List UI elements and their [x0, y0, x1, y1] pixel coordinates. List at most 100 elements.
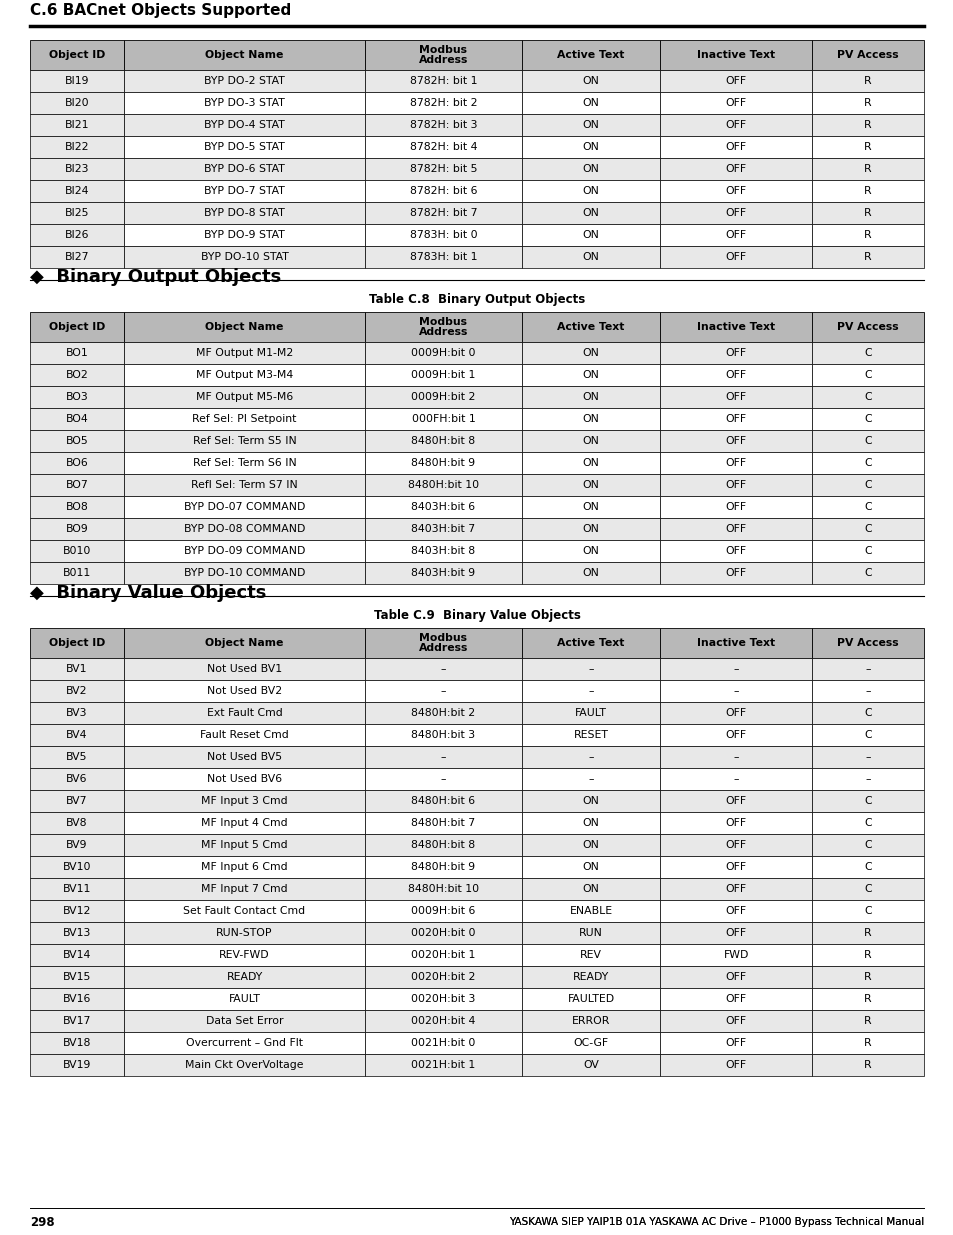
Text: C: C	[863, 568, 871, 578]
Text: Main Ckt OverVoltage: Main Ckt OverVoltage	[185, 1060, 303, 1070]
Text: READY: READY	[226, 972, 262, 982]
Bar	[811, 540, 923, 562]
Bar	[124, 1053, 365, 1076]
Bar	[811, 496, 923, 517]
Bar	[30, 342, 124, 364]
Text: BO2: BO2	[66, 370, 89, 380]
Bar	[124, 629, 365, 658]
Text: Address: Address	[418, 643, 468, 653]
Bar	[811, 70, 923, 91]
Text: 8480H:bit 2: 8480H:bit 2	[411, 708, 475, 718]
Text: Modbus: Modbus	[419, 317, 467, 327]
Text: R: R	[863, 994, 871, 1004]
Bar	[811, 701, 923, 724]
Text: PV Access: PV Access	[837, 638, 898, 648]
Text: R: R	[863, 164, 871, 174]
Text: 8480H:bit 8: 8480H:bit 8	[411, 436, 475, 446]
Text: MF Input 5 Cmd: MF Input 5 Cmd	[201, 840, 288, 850]
Text: BO8: BO8	[66, 501, 89, 513]
Text: OFF: OFF	[725, 1016, 746, 1026]
Text: OFF: OFF	[725, 708, 746, 718]
Text: FWD: FWD	[722, 950, 748, 960]
Text: C: C	[863, 840, 871, 850]
Bar	[659, 1032, 811, 1053]
Bar	[659, 517, 811, 540]
Bar	[521, 246, 659, 268]
Text: BO4: BO4	[66, 414, 89, 424]
Bar	[124, 312, 365, 342]
Bar	[811, 923, 923, 944]
Text: 8403H:bit 8: 8403H:bit 8	[411, 546, 475, 556]
Bar	[30, 474, 124, 496]
Text: BV8: BV8	[66, 818, 88, 827]
Bar	[659, 158, 811, 180]
Bar	[811, 811, 923, 834]
Text: ON: ON	[582, 230, 598, 240]
Text: MF Output M1-M2: MF Output M1-M2	[195, 348, 293, 358]
Bar	[365, 40, 521, 70]
Text: BV19: BV19	[63, 1060, 91, 1070]
Text: ◆  Binary Output Objects: ◆ Binary Output Objects	[30, 268, 281, 287]
Text: ON: ON	[582, 480, 598, 490]
Text: C: C	[863, 906, 871, 916]
Text: BYP DO-08 COMMAND: BYP DO-08 COMMAND	[184, 524, 305, 534]
Text: Ref Sel: PI Setpoint: Ref Sel: PI Setpoint	[193, 414, 296, 424]
Text: BV17: BV17	[63, 1016, 91, 1026]
Bar	[124, 923, 365, 944]
Bar	[521, 364, 659, 387]
Bar	[811, 878, 923, 900]
Bar	[811, 430, 923, 452]
Bar	[30, 452, 124, 474]
Text: PV Access: PV Access	[837, 322, 898, 332]
Text: Table C.8  Binary Output Objects: Table C.8 Binary Output Objects	[369, 293, 584, 306]
Bar	[811, 856, 923, 878]
Bar	[30, 680, 124, 701]
Text: BV1: BV1	[66, 664, 88, 674]
Bar	[811, 114, 923, 136]
Bar	[659, 540, 811, 562]
Text: ◆  Binary Value Objects: ◆ Binary Value Objects	[30, 584, 266, 601]
Bar	[365, 680, 521, 701]
Bar	[365, 158, 521, 180]
Bar	[365, 966, 521, 988]
Text: BYP DO-3 STAT: BYP DO-3 STAT	[204, 98, 285, 107]
Bar	[811, 91, 923, 114]
Bar	[521, 387, 659, 408]
Bar	[365, 1010, 521, 1032]
Bar	[521, 944, 659, 966]
Text: BI20: BI20	[65, 98, 90, 107]
Bar	[30, 988, 124, 1010]
Bar	[811, 768, 923, 790]
Bar	[365, 629, 521, 658]
Text: BYP DO-10 STAT: BYP DO-10 STAT	[200, 252, 288, 262]
Bar	[521, 430, 659, 452]
Text: –: –	[588, 752, 593, 762]
Bar	[521, 203, 659, 224]
Bar	[30, 136, 124, 158]
Bar	[365, 91, 521, 114]
Text: BO9: BO9	[66, 524, 89, 534]
Bar	[30, 114, 124, 136]
Bar	[365, 724, 521, 746]
Bar	[659, 629, 811, 658]
Bar	[521, 40, 659, 70]
Text: 8480H:bit 7: 8480H:bit 7	[411, 818, 475, 827]
Bar	[811, 474, 923, 496]
Bar	[811, 342, 923, 364]
Text: ON: ON	[582, 414, 598, 424]
Bar	[124, 658, 365, 680]
Text: PV Access: PV Access	[837, 49, 898, 61]
Bar	[521, 1032, 659, 1053]
Bar	[365, 562, 521, 584]
Bar	[811, 746, 923, 768]
Text: REV-FWD: REV-FWD	[219, 950, 270, 960]
Bar	[30, 746, 124, 768]
Text: –: –	[733, 774, 739, 784]
Text: R: R	[863, 98, 871, 107]
Text: 0020H:bit 3: 0020H:bit 3	[411, 994, 476, 1004]
Bar	[659, 430, 811, 452]
Text: ON: ON	[582, 98, 598, 107]
Text: ON: ON	[582, 884, 598, 894]
Text: BV7: BV7	[66, 797, 88, 806]
Bar	[521, 70, 659, 91]
